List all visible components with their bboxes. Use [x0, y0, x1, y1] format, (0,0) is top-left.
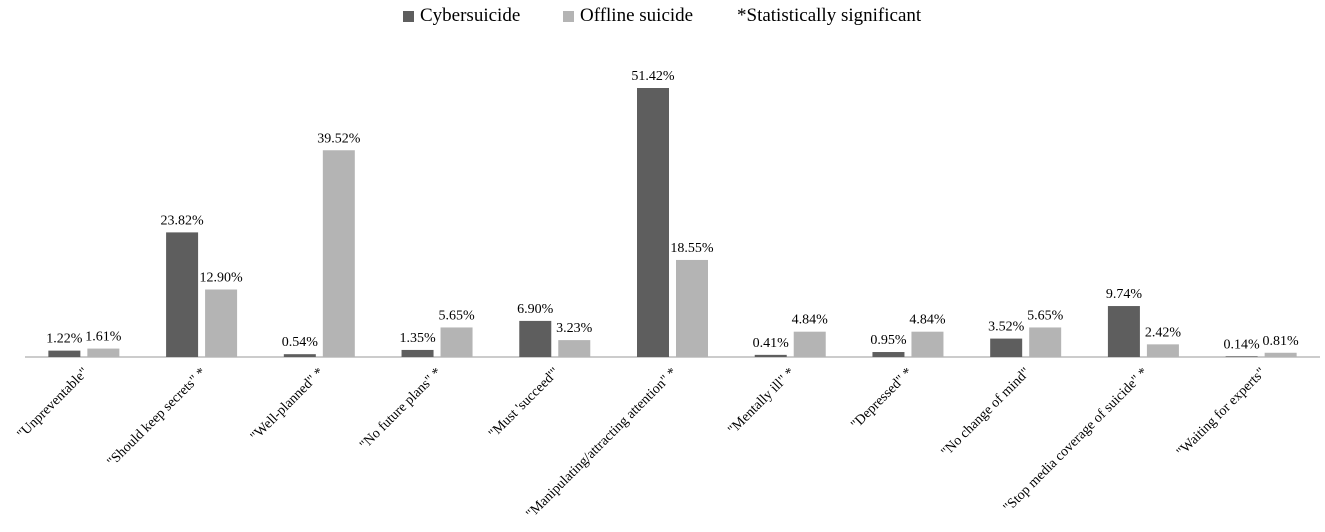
x-tick-label: "Must 'succeed'" [486, 365, 562, 441]
bar-offline-suicide [205, 289, 238, 357]
data-label-offline-suicide: 39.52% [317, 131, 361, 146]
bar-cybersuicide [754, 354, 787, 357]
legend-note: *Statistically significant [737, 4, 921, 28]
data-label-cybersuicide: 9.74% [1106, 287, 1143, 302]
x-tick-label: "Unpreventable" [15, 365, 92, 442]
data-label-cybersuicide: 0.41% [753, 336, 790, 351]
x-tick-label: "No future plans" * [357, 365, 445, 453]
x-tick-label: "Well-planned" * [248, 365, 327, 444]
bar-cybersuicide [401, 349, 434, 357]
bar-offline-suicide [793, 331, 826, 357]
data-label-cybersuicide: 23.82% [161, 213, 205, 228]
bar-offline-suicide [1146, 344, 1179, 357]
data-label-cybersuicide: 6.90% [517, 302, 554, 317]
x-tick-label: "Waiting for experts" [1174, 365, 1269, 460]
legend-label-offline-suicide: Offline suicide [580, 5, 694, 26]
data-label-cybersuicide: 0.14% [1224, 337, 1261, 352]
bar-cybersuicide [637, 88, 669, 357]
data-label-offline-suicide: 4.84% [909, 313, 946, 328]
bar-cybersuicide [283, 354, 316, 357]
legend: Cybersuicide Offline suicide *Statistica… [0, 4, 1325, 28]
bar-offline-suicide [440, 327, 473, 357]
data-label-cybersuicide: 51.42% [631, 69, 675, 84]
bar-cybersuicide [48, 350, 81, 357]
data-label-cybersuicide: 0.54% [282, 335, 319, 350]
x-tick-label: "Stop media coverage of suicide" * [1001, 365, 1151, 515]
legend-swatch-cybersuicide [403, 10, 414, 22]
bar-offline-suicide [558, 340, 591, 357]
legend-swatch-offline-suicide [563, 10, 574, 22]
x-tick-label: "Depressed" * [848, 365, 915, 432]
legend-item-offline-suicide: Offline suicide [563, 4, 693, 28]
bar-offline-suicide [87, 348, 120, 357]
bar-cybersuicide [990, 338, 1023, 357]
data-label-offline-suicide: 5.65% [1027, 308, 1064, 323]
data-label-offline-suicide: 18.55% [670, 241, 714, 256]
x-tick-label: "Mentally ill" * [725, 365, 798, 438]
data-label-offline-suicide: 0.81% [1263, 334, 1300, 349]
data-label-offline-suicide: 5.65% [438, 308, 475, 323]
bar-offline-suicide [911, 331, 944, 357]
bar-offline-suicide [1264, 352, 1297, 357]
data-label-cybersuicide: 1.35% [399, 331, 436, 346]
bar-cybersuicide [166, 232, 199, 357]
bar-cybersuicide [1225, 356, 1258, 357]
significance-note: *Statistically significant [737, 5, 922, 26]
data-label-cybersuicide: 3.52% [988, 320, 1025, 335]
data-label-offline-suicide: 3.23% [556, 321, 593, 336]
x-tick-label: "Should keep secrets" * [105, 365, 210, 470]
data-label-offline-suicide: 12.90% [200, 271, 244, 286]
x-tick-label: "No change of mind" [939, 365, 1034, 460]
data-label-offline-suicide: 1.61% [85, 330, 122, 345]
legend-label-cybersuicide: Cybersuicide [420, 5, 521, 26]
bar-cybersuicide [1107, 306, 1140, 357]
bar-offline-suicide [1029, 327, 1062, 357]
data-label-cybersuicide: 0.95% [870, 333, 907, 348]
bar-offline-suicide [676, 259, 708, 357]
bar-cybersuicide [519, 320, 552, 357]
data-label-offline-suicide: 2.42% [1145, 325, 1182, 340]
bar-offline-suicide [322, 150, 355, 357]
data-label-cybersuicide: 1.22% [46, 332, 83, 347]
data-label-offline-suicide: 4.84% [792, 313, 829, 328]
bar-cybersuicide [872, 352, 905, 357]
legend-item-cybersuicide: Cybersuicide [403, 4, 520, 28]
